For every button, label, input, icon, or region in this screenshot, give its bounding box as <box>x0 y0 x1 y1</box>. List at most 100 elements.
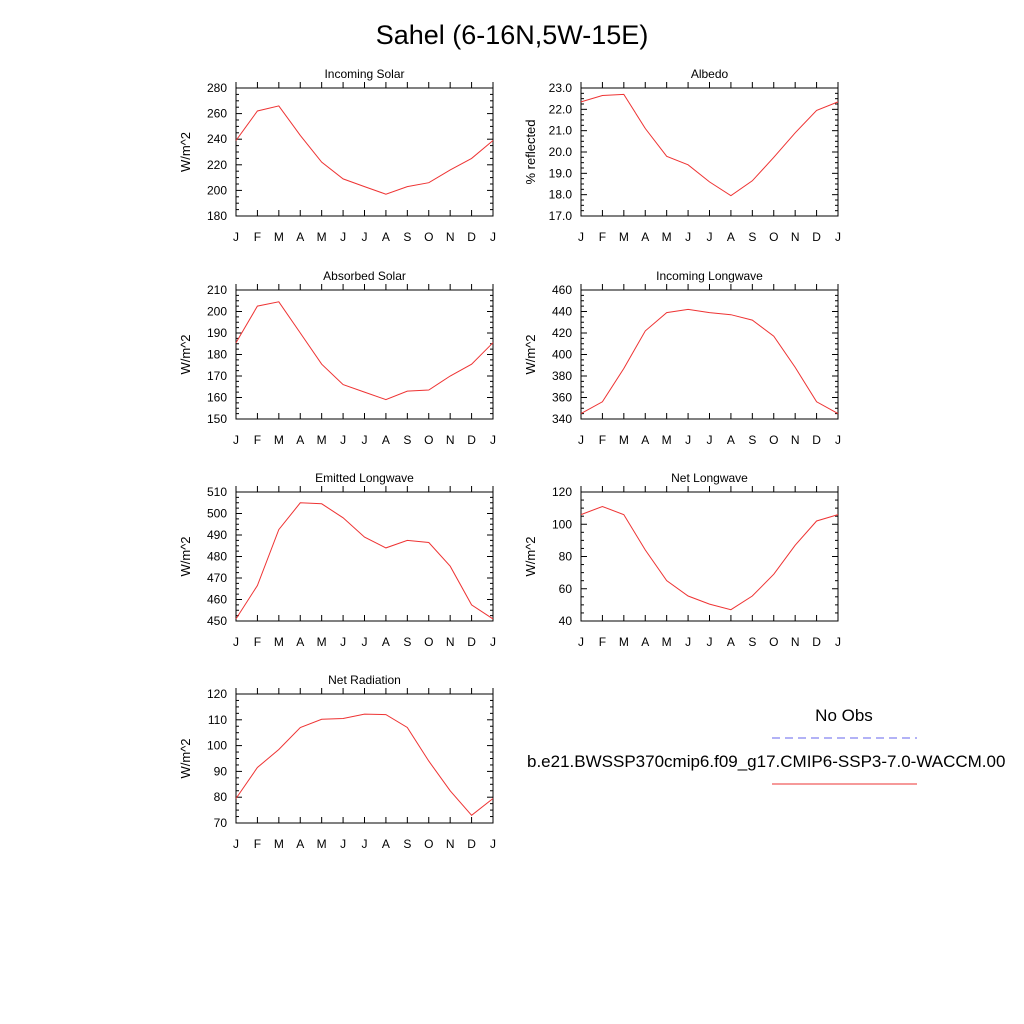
y-tick-label: 120 <box>552 485 572 499</box>
y-tick-label: 280 <box>207 81 227 95</box>
x-tick-label: M <box>619 635 629 649</box>
x-tick-label: J <box>707 635 713 649</box>
x-tick-label: A <box>382 230 390 244</box>
chart-title: Incoming Solar <box>324 67 404 81</box>
x-tick-label: M <box>274 230 284 244</box>
x-tick-label: J <box>233 433 239 447</box>
x-tick-label: J <box>362 837 368 851</box>
y-tick-label: 260 <box>207 107 227 121</box>
y-tick-label: 19.0 <box>549 166 573 180</box>
x-tick-label: J <box>835 433 841 447</box>
chart-panel: J F M A M J J A S O N D J180200220240260280Incoming … <box>178 67 496 244</box>
x-tick-label: O <box>424 230 433 244</box>
y-axis-label: % reflected <box>523 119 538 184</box>
x-tick-label: J <box>340 635 346 649</box>
x-tick-label: A <box>296 837 304 851</box>
x-tick-label: S <box>403 837 411 851</box>
y-tick-label: 510 <box>207 485 227 499</box>
x-tick-label: F <box>599 635 606 649</box>
x-tick-label: J <box>233 635 239 649</box>
y-tick-label: 400 <box>552 348 572 362</box>
plot-frame <box>580 289 839 420</box>
y-tick-label: 360 <box>552 391 572 405</box>
y-tick-label: 500 <box>207 507 227 521</box>
series-line <box>235 301 494 401</box>
x-tick-label: S <box>403 433 411 447</box>
y-axis-label: W/m^2 <box>178 738 193 778</box>
x-tick-label: N <box>446 230 455 244</box>
x-tick-label: O <box>424 837 433 851</box>
y-tick-label: 190 <box>207 326 227 340</box>
x-tick-label: J <box>685 433 691 447</box>
y-tick-label: 340 <box>552 412 572 426</box>
y-tick-label: 480 <box>207 550 227 564</box>
y-axis-label: W/m^2 <box>523 536 538 576</box>
x-tick-label: J <box>685 230 691 244</box>
y-tick-label: 22.0 <box>549 102 573 116</box>
x-tick-label: A <box>641 230 649 244</box>
y-tick-label: 470 <box>207 571 227 585</box>
y-tick-label: 180 <box>207 209 227 223</box>
x-tick-label: N <box>791 433 800 447</box>
x-tick-label: J <box>835 635 841 649</box>
x-tick-label: M <box>619 230 629 244</box>
x-tick-label: A <box>382 635 390 649</box>
x-tick-label: F <box>254 230 261 244</box>
x-tick-label: M <box>317 635 327 649</box>
x-tick-label: M <box>317 837 327 851</box>
x-tick-label: N <box>446 433 455 447</box>
x-tick-label: J <box>578 635 584 649</box>
y-tick-label: 18.0 <box>549 188 573 202</box>
x-tick-label: J <box>340 230 346 244</box>
x-tick-label: J <box>490 635 496 649</box>
y-tick-label: 380 <box>552 369 572 383</box>
x-tick-label: S <box>403 230 411 244</box>
x-tick-label: J <box>578 433 584 447</box>
x-tick-label: J <box>685 635 691 649</box>
x-tick-label: J <box>340 433 346 447</box>
chart-title: Net Radiation <box>328 673 401 687</box>
series-line <box>580 505 839 611</box>
x-tick-label: J <box>578 230 584 244</box>
x-tick-label: D <box>467 230 476 244</box>
y-tick-label: 100 <box>552 517 572 531</box>
y-tick-label: 90 <box>214 764 228 778</box>
x-tick-label: O <box>769 433 778 447</box>
x-tick-label: J <box>490 837 496 851</box>
y-tick-label: 150 <box>207 412 227 426</box>
plot-frame <box>580 491 839 622</box>
x-tick-label: J <box>362 433 368 447</box>
x-tick-label: N <box>446 635 455 649</box>
plot-frame <box>235 693 494 824</box>
y-axis-label: W/m^2 <box>178 536 193 576</box>
x-tick-label: S <box>748 433 756 447</box>
x-tick-label: M <box>274 635 284 649</box>
y-tick-label: 240 <box>207 132 227 146</box>
chart-panel: J F M A M J J A S O N D J17.018.019.020.021.022.023.… <box>523 67 841 244</box>
x-tick-label: O <box>424 433 433 447</box>
plot-frame <box>235 289 494 420</box>
y-tick-label: 200 <box>207 183 227 197</box>
x-tick-label: S <box>748 635 756 649</box>
x-tick-label: D <box>467 433 476 447</box>
x-tick-label: O <box>769 230 778 244</box>
x-tick-label: M <box>662 635 672 649</box>
x-tick-label: A <box>382 837 390 851</box>
y-tick-label: 440 <box>552 305 572 319</box>
y-tick-label: 210 <box>207 283 227 297</box>
series-line <box>235 713 494 816</box>
y-axis-label: W/m^2 <box>178 132 193 172</box>
y-tick-label: 460 <box>552 283 572 297</box>
y-tick-label: 23.0 <box>549 81 573 95</box>
x-tick-label: A <box>296 433 304 447</box>
plot-frame <box>235 491 494 622</box>
y-axis-label: W/m^2 <box>178 334 193 374</box>
chart-title: Absorbed Solar <box>323 269 406 283</box>
chart-panel: J F M A M J J A S O N D J340360380400420440460Incomi… <box>523 269 841 447</box>
chart-title: Net Longwave <box>671 471 748 485</box>
series-line <box>235 105 494 195</box>
y-axis-label: W/m^2 <box>523 334 538 374</box>
chart-title: Albedo <box>691 67 729 81</box>
